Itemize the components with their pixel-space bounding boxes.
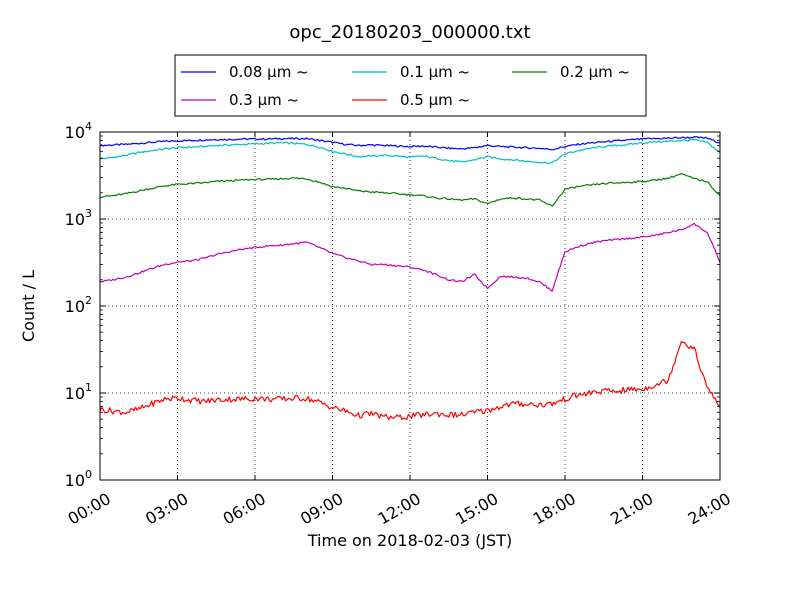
plot-lines — [99, 136, 721, 421]
legend: 0.08 μm ~ 0.1 μm ~ 0.2 μm ~ 0.3 μm ~ 0.5 μm … — [174, 54, 647, 117]
legend-label: 0.1 μm ~ — [400, 63, 470, 81]
x-tick-label: 09:00 — [297, 489, 346, 529]
x-tick-label: 00:00 — [65, 489, 114, 529]
x-tick-label: 12:00 — [375, 489, 424, 529]
series-line-4 — [99, 341, 721, 421]
series-line-1 — [99, 138, 721, 165]
y-tick-label: 103 — [65, 207, 92, 229]
legend-label: 0.08 μm ~ — [229, 63, 309, 81]
legend-label: 0.5 μm ~ — [400, 91, 470, 109]
legend-box — [174, 54, 647, 117]
series-line-0 — [99, 136, 721, 151]
y-tick-label: 104 — [65, 120, 92, 142]
y-tick-label: 102 — [65, 294, 92, 316]
axis-ticks: 00:00 03:00 06:00 09:00 12:00 15:00 18:00 21:00… — [65, 120, 734, 529]
x-tick-label: 18:00 — [530, 489, 579, 529]
x-tick-label: 06:00 — [220, 489, 269, 529]
x-tick-label: 03:00 — [142, 489, 191, 529]
chart-title: opc_20180203_000000.txt — [289, 22, 530, 43]
y-tick-label: 101 — [65, 381, 92, 403]
x-tick-label: 21:00 — [607, 489, 656, 529]
legend-label: 0.2 μm ~ — [560, 63, 630, 81]
series-line-2 — [99, 173, 721, 207]
x-axis-label: Time on 2018-02-03 (JST) — [307, 531, 512, 550]
grid — [100, 132, 720, 480]
x-tick-label: 24:00 — [685, 489, 734, 529]
y-axis-label: Count / L — [19, 270, 38, 342]
legend-label: 0.3 μm ~ — [229, 91, 299, 109]
y-tick-label: 100 — [65, 468, 92, 490]
series-line-3 — [99, 222, 721, 292]
x-tick-label: 15:00 — [452, 489, 501, 529]
